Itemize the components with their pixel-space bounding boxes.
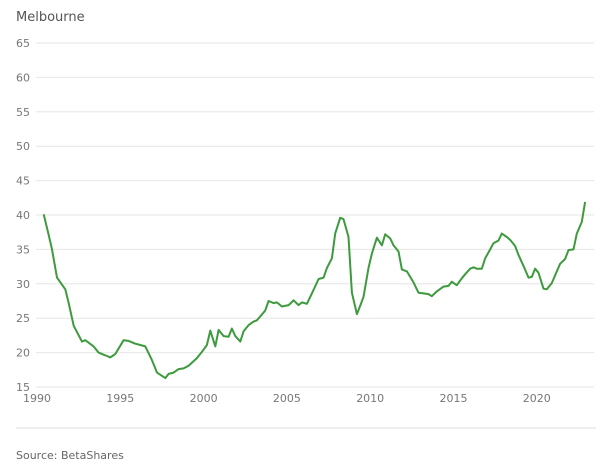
x-tick-label: 2005 <box>273 392 301 405</box>
y-tick-label: 50 <box>16 140 30 153</box>
x-tick-label: 1995 <box>106 392 134 405</box>
y-tick-label: 35 <box>16 243 30 256</box>
y-axis-ticks: 15 20 25 30 35 40 45 50 55 60 65 <box>16 37 30 394</box>
x-tick-label: 2000 <box>190 392 218 405</box>
y-tick-label: 25 <box>16 312 30 325</box>
x-tick-label: 2010 <box>356 392 384 405</box>
y-tick-label: 45 <box>16 175 30 188</box>
x-axis-ticks: 1990 1995 2000 2005 2010 2015 2020 <box>23 392 551 405</box>
y-tick-label: 40 <box>16 209 30 222</box>
y-tick-label: 55 <box>16 106 30 119</box>
chart-title: Melbourne <box>16 10 85 25</box>
gridlines <box>36 42 594 388</box>
x-tick-label: 2015 <box>440 392 468 405</box>
y-tick-label: 30 <box>16 278 30 291</box>
y-tick-label: 65 <box>16 37 30 50</box>
x-tick-label: 1990 <box>23 392 51 405</box>
y-tick-label: 20 <box>16 347 30 360</box>
y-tick-label: 15 <box>16 381 30 394</box>
series-line <box>42 201 587 380</box>
x-tick-label: 2020 <box>523 392 551 405</box>
y-tick-label: 60 <box>16 71 30 84</box>
source-note: Source: BetaShares <box>16 449 124 462</box>
